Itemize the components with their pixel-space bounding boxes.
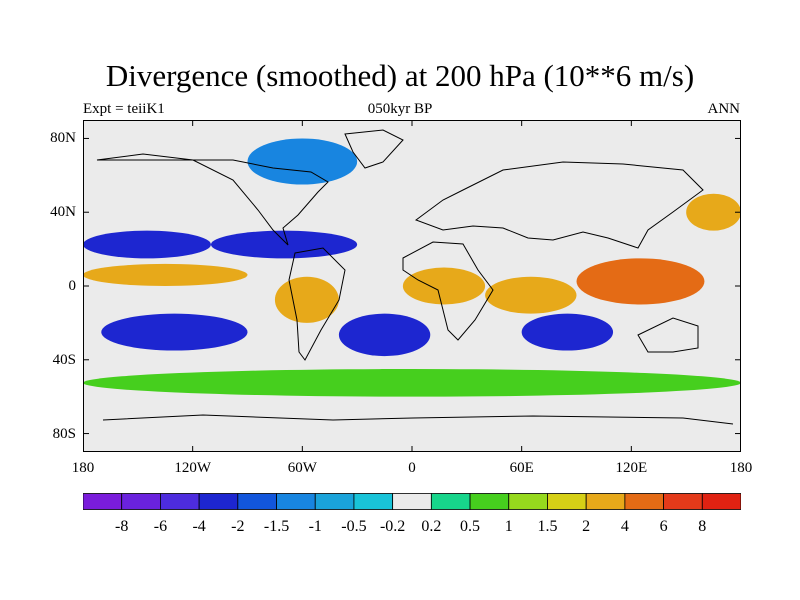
colorbar: -8 -6 -4 -2 -1.5 -1 -0.5 -0.2 0.2 0.5 1 1.5 2 4 6 8: [82, 493, 742, 541]
field-region-9: [338, 313, 431, 357]
colorbar-swatch-7: [353, 493, 394, 510]
longitude-tick-label: 180: [71, 460, 95, 476]
field-region-0: [576, 258, 705, 305]
colorbar-swatch-3: [198, 493, 239, 510]
field-region-11: [247, 138, 358, 185]
experiment-label: Expt = teiiK1: [83, 101, 165, 117]
colorbar-swatch-6: [314, 493, 355, 510]
longitude-tick-label: 120E: [615, 460, 648, 476]
colorbar-level-label: -1: [309, 518, 322, 535]
colorbar-swatch-14: [624, 493, 664, 510]
colorbar-level-label: 4: [621, 518, 629, 535]
latitude-tick-label: 40N: [50, 204, 76, 221]
colorbar-swatch-16: [701, 493, 742, 510]
colorbar-level-label: -1.5: [264, 518, 289, 535]
longitude-tick-label: 120W: [174, 460, 211, 476]
colorbar-level-label: 8: [698, 518, 706, 535]
colorbar-graphic: -8 -6 -4 -2 -1.5 -1 -0.5 -0.2 0.2 0.5 1 1.5 2 4 6 8: [82, 493, 742, 535]
field-region-4: [485, 276, 577, 314]
longitude-tick-label: 60E: [509, 460, 534, 476]
colorbar-level-label: -6: [154, 518, 167, 535]
colorbar-swatch-13: [585, 493, 626, 510]
colorbar-level-label: 1: [505, 518, 513, 535]
colorbar-swatch-15: [663, 493, 703, 510]
period-label: 050kyr BP: [367, 101, 433, 117]
coastline-6: [102, 414, 734, 425]
colorbar-level-label: -2: [231, 518, 244, 535]
latitude-tick-label: 80S: [52, 425, 76, 442]
colorbar-level-label: -0.2: [380, 518, 405, 535]
colorbar-swatch-0: [82, 493, 123, 510]
colorbar-level-label: 0.2: [421, 518, 441, 535]
longitude-tick-label: 60W: [287, 460, 317, 476]
field-region-3: [83, 263, 248, 286]
field-region-6: [83, 230, 211, 259]
field-region-8: [101, 313, 248, 351]
colorbar-level-label: -4: [192, 518, 205, 535]
colorbar-level-label: -0.5: [341, 518, 366, 535]
map-panel: [83, 120, 741, 452]
field-region-7: [210, 230, 358, 259]
season-label: ANN: [707, 101, 741, 117]
colorbar-level-label: 6: [660, 518, 668, 535]
colorbar-level-label: 1.5: [537, 518, 557, 535]
colorbar-swatch-10: [469, 493, 510, 510]
field-region-5: [686, 193, 741, 231]
colorbar-swatch-2: [160, 493, 200, 510]
latitude-tick-label: 40S: [52, 351, 76, 368]
colorbar-level-label: -8: [115, 518, 128, 535]
colorbar-swatch-4: [237, 493, 277, 510]
coastline-4: [414, 161, 704, 249]
coastline-3: [402, 241, 494, 341]
coastline-5: [637, 317, 699, 353]
plot-title: Divergence (smoothed) at 200 hPa (10**6 …: [105, 58, 695, 93]
colorbar-swatch-5: [276, 493, 316, 510]
divergence-map: [83, 120, 741, 452]
coastline-0: [96, 153, 329, 246]
colorbar-level-label: 2: [582, 518, 590, 535]
colorbar-swatch-1: [121, 493, 161, 510]
colorbar-swatch-12: [547, 493, 587, 510]
latitude-tick-label: 80N: [50, 130, 76, 147]
colorbar-swatch-8: [392, 493, 432, 510]
field-region-1: [402, 267, 486, 305]
field-region-12: [83, 369, 741, 397]
colorbar-swatch-11: [508, 493, 548, 510]
longitude-tick-label: 0: [408, 460, 416, 476]
coastline-1: [344, 129, 404, 169]
field-region-10: [521, 313, 614, 351]
colorbar-swatch-9: [430, 493, 471, 510]
longitude-tick-label: 180: [729, 460, 753, 476]
latitude-tick-label: 0: [68, 278, 77, 294]
coastline-2: [288, 247, 346, 361]
colorbar-level-label: 0.5: [460, 518, 480, 535]
